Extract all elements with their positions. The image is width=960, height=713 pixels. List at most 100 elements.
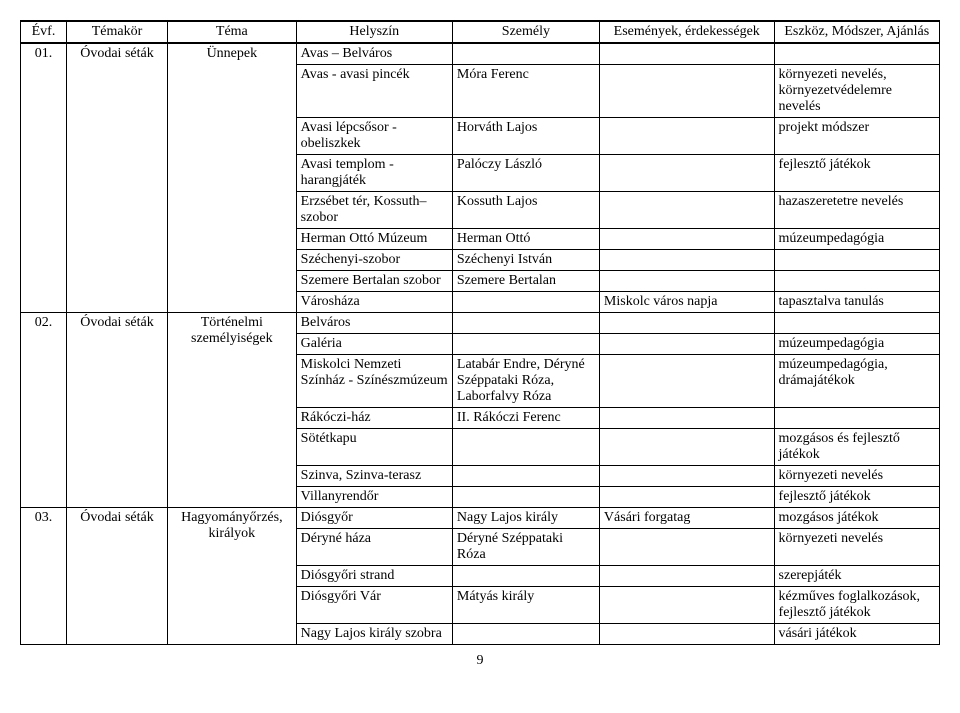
cell-esemeny [599, 334, 774, 355]
cell-helyszin: Belváros [296, 313, 452, 334]
cell-helyszin: Széchenyi-szobor [296, 250, 452, 271]
cell-tema: Történelmi személyiségek [168, 313, 297, 508]
cell-szemely [452, 292, 599, 313]
cell-eszkoz: fejlesztő játékok [774, 487, 939, 508]
col-tema: Téma [168, 21, 297, 43]
cell-szemely: II. Rákóczi Ferenc [452, 408, 599, 429]
cell-helyszin: Avasi templom - harangjáték [296, 155, 452, 192]
cell-helyszin: Rákóczi-ház [296, 408, 452, 429]
col-szemely: Személy [452, 21, 599, 43]
col-eszkoz: Eszköz, Módszer, Ajánlás [774, 21, 939, 43]
col-esemeny: Események, érdekességek [599, 21, 774, 43]
cell-eszkoz: projekt módszer [774, 118, 939, 155]
cell-helyszin: Diósgyőri strand [296, 566, 452, 587]
cell-helyszin: Diósgyőri Vár [296, 587, 452, 624]
cell-esemeny: Vásári forgatag [599, 508, 774, 529]
cell-helyszin: Erzsébet tér, Kossuth–szobor [296, 192, 452, 229]
cell-eszkoz: szerepjáték [774, 566, 939, 587]
cell-eszkoz: mozgásos játékok [774, 508, 939, 529]
cell-szemely [452, 334, 599, 355]
cell-szemely: Kossuth Lajos [452, 192, 599, 229]
cell-szemely: Déryné Széppataki Róza [452, 529, 599, 566]
table-row: 03.Óvodai sétákHagyományőrzés, királyokD… [21, 508, 940, 529]
cell-szemely: Palóczy László [452, 155, 599, 192]
cell-szemely: Széchenyi István [452, 250, 599, 271]
cell-eszkoz: fejlesztő játékok [774, 155, 939, 192]
cell-helyszin: Avasi lépcsősor - obeliszkek [296, 118, 452, 155]
cell-eszkoz: múzeumpedagógia [774, 229, 939, 250]
cell-tema: Ünnepek [168, 43, 297, 313]
cell-helyszin: Sötétkapu [296, 429, 452, 466]
cell-esemeny [599, 155, 774, 192]
cell-szemely [452, 313, 599, 334]
cell-eszkoz: múzeumpedagógia [774, 334, 939, 355]
cell-szemely [452, 487, 599, 508]
cell-helyszin: Déryné háza [296, 529, 452, 566]
cell-esemeny [599, 313, 774, 334]
cell-helyszin: Herman Ottó Múzeum [296, 229, 452, 250]
cell-eszkoz: mozgásos és fejlesztő játékok [774, 429, 939, 466]
cell-szemely: Herman Ottó [452, 229, 599, 250]
cell-eszkoz [774, 313, 939, 334]
cell-eszkoz [774, 43, 939, 65]
cell-szemely: Szemere Bertalan [452, 271, 599, 292]
col-evf: Évf. [21, 21, 67, 43]
col-temakor: Témakör [66, 21, 167, 43]
cell-eszkoz [774, 271, 939, 292]
cell-esemeny [599, 429, 774, 466]
cell-esemeny [599, 271, 774, 292]
cell-eszkoz [774, 250, 939, 271]
cell-eszkoz: környezeti nevelés, környezetvédelemre n… [774, 65, 939, 118]
cell-temakor: Óvodai séták [66, 43, 167, 313]
cell-esemeny [599, 229, 774, 250]
cell-helyszin: Avas - avasi pincék [296, 65, 452, 118]
cell-esemeny [599, 192, 774, 229]
cell-eszkoz [774, 408, 939, 429]
table-row: 01.Óvodai sétákÜnnepekAvas – Belváros [21, 43, 940, 65]
cell-eszkoz: kézműves foglalkozások, fejlesztő játéko… [774, 587, 939, 624]
cell-helyszin: Avas – Belváros [296, 43, 452, 65]
page-number: 9 [20, 653, 940, 669]
cell-evf: 01. [21, 43, 67, 313]
curriculum-table: Évf. Témakör Téma Helyszín Személy Esemé… [20, 20, 940, 645]
cell-evf: 03. [21, 508, 67, 645]
cell-szemely: Latabár Endre, Déryné Széppataki Róza, L… [452, 355, 599, 408]
cell-helyszin: Miskolci Nemzeti Színház - Színészmúzeum [296, 355, 452, 408]
cell-szemely: Móra Ferenc [452, 65, 599, 118]
cell-esemeny [599, 43, 774, 65]
cell-eszkoz: múzeumpedagógia, drámajátékok [774, 355, 939, 408]
cell-esemeny [599, 487, 774, 508]
cell-esemeny [599, 118, 774, 155]
cell-helyszin: Szinva, Szinva-terasz [296, 466, 452, 487]
cell-szemely: Nagy Lajos király [452, 508, 599, 529]
cell-helyszin: Városháza [296, 292, 452, 313]
cell-eszkoz: hazaszeretetre nevelés [774, 192, 939, 229]
cell-tema: Hagyományőrzés, királyok [168, 508, 297, 645]
cell-szemely [452, 43, 599, 65]
cell-esemeny [599, 65, 774, 118]
cell-esemeny [599, 529, 774, 566]
cell-esemeny [599, 250, 774, 271]
cell-eszkoz: vásári játékok [774, 624, 939, 645]
cell-szemely: Horváth Lajos [452, 118, 599, 155]
cell-temakor: Óvodai séták [66, 313, 167, 508]
cell-evf: 02. [21, 313, 67, 508]
cell-eszkoz: környezeti nevelés [774, 466, 939, 487]
cell-esemeny [599, 355, 774, 408]
cell-esemeny [599, 408, 774, 429]
cell-szemely: Mátyás király [452, 587, 599, 624]
cell-esemeny [599, 466, 774, 487]
cell-esemeny [599, 566, 774, 587]
cell-helyszin: Diósgyőr [296, 508, 452, 529]
cell-esemeny: Miskolc város napja [599, 292, 774, 313]
cell-szemely [452, 466, 599, 487]
cell-eszkoz: környezeti nevelés [774, 529, 939, 566]
cell-szemely [452, 624, 599, 645]
table-row: 02.Óvodai sétákTörténelmi személyiségekB… [21, 313, 940, 334]
cell-szemely [452, 429, 599, 466]
table-header-row: Évf. Témakör Téma Helyszín Személy Esemé… [21, 21, 940, 43]
cell-szemely [452, 566, 599, 587]
cell-esemeny [599, 587, 774, 624]
cell-helyszin: Nagy Lajos király szobra [296, 624, 452, 645]
cell-esemeny [599, 624, 774, 645]
